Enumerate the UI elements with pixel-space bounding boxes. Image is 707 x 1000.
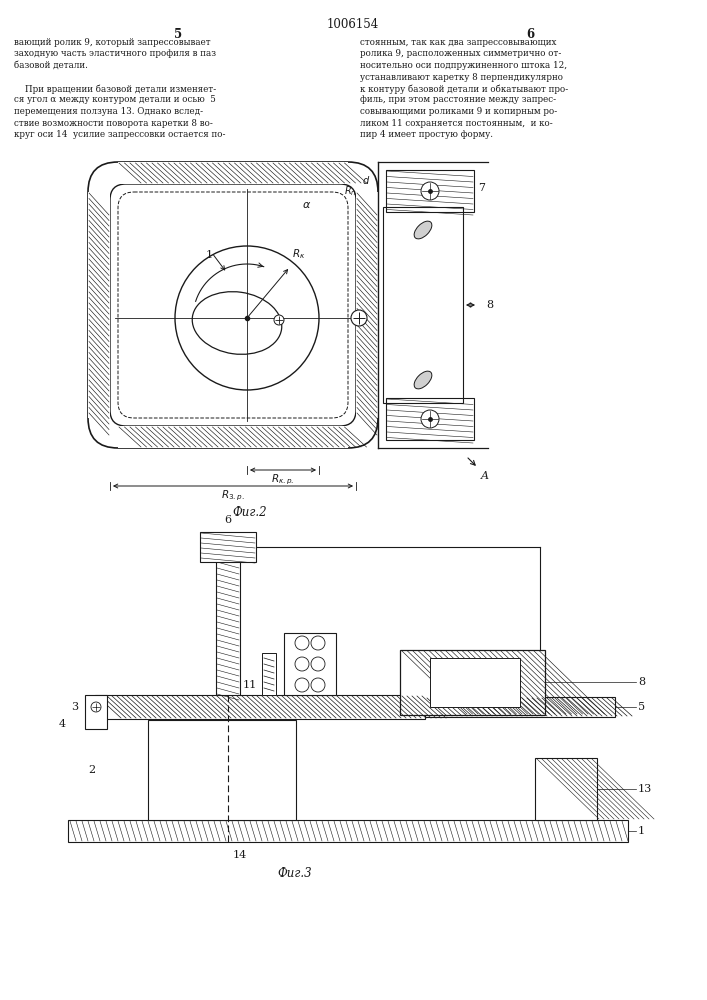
Text: 5: 5 (638, 702, 645, 712)
Text: При вращении базовой детали изменяет-: При вращении базовой детали изменяет- (14, 84, 216, 94)
Text: ликом 11 сохраняется постоянным,  и ко-: ликом 11 сохраняется постоянным, и ко- (360, 118, 553, 127)
Text: 7: 7 (478, 183, 485, 193)
Text: филь, при этом расстояние между запрес-: филь, при этом расстояние между запрес- (360, 96, 556, 104)
Circle shape (421, 182, 439, 200)
Circle shape (295, 636, 309, 650)
Bar (88, 192, 110, 418)
Text: 8: 8 (638, 677, 645, 687)
Text: $R_п$: $R_п$ (344, 184, 357, 198)
Bar (383, 207, 463, 403)
Circle shape (295, 657, 309, 671)
Text: A: A (481, 471, 489, 481)
Text: 10: 10 (458, 419, 472, 429)
Text: $R_{3.p.}$: $R_{3.p.}$ (221, 489, 245, 503)
Text: стоянным, так как два запрессовывающих: стоянным, так как два запрессовывающих (360, 38, 556, 47)
Text: 8: 8 (486, 300, 493, 310)
Bar (356, 192, 378, 418)
Bar (262, 653, 276, 695)
Text: 3: 3 (71, 702, 78, 712)
Text: совывающими роликами 9 и копирным ро-: совывающими роликами 9 и копирным ро- (360, 107, 557, 116)
Bar (118, 162, 348, 184)
Bar (95, 695, 425, 719)
Circle shape (311, 636, 325, 650)
Text: заходную часть эластичного профиля в паз: заходную часть эластичного профиля в паз (14, 49, 216, 58)
Text: 4: 4 (59, 719, 66, 729)
Text: 11: 11 (243, 680, 257, 690)
Text: круг оси 14  усилие запрессовки остается по-: круг оси 14 усилие запрессовки остается … (14, 130, 226, 139)
Text: 1: 1 (206, 250, 213, 260)
Text: 13: 13 (638, 784, 653, 794)
Text: вающий ролик 9, который запрессовывает: вающий ролик 9, который запрессовывает (14, 38, 211, 47)
Bar (425, 697, 615, 717)
Text: 5: 5 (174, 28, 182, 41)
Text: ролика 9, расположенных симметрично от-: ролика 9, расположенных симметрично от- (360, 49, 561, 58)
Text: 1: 1 (638, 826, 645, 836)
Bar (430, 658, 520, 707)
Bar (535, 758, 597, 820)
Bar (386, 170, 474, 212)
Bar (118, 426, 348, 448)
Bar (85, 695, 107, 729)
Text: базовой детали.: базовой детали. (14, 61, 88, 70)
Text: 12: 12 (303, 703, 317, 713)
Text: $R_{\kappa.p.}$: $R_{\kappa.p.}$ (271, 473, 295, 487)
FancyBboxPatch shape (88, 162, 378, 448)
Text: перемещения ползуна 13. Однако вслед-: перемещения ползуна 13. Однако вслед- (14, 107, 203, 116)
Text: $R_\kappa$: $R_\kappa$ (292, 247, 305, 261)
Text: 14: 14 (233, 850, 247, 860)
FancyBboxPatch shape (110, 184, 356, 426)
Text: $d$: $d$ (362, 174, 370, 186)
Text: Фиг.3: Фиг.3 (278, 867, 312, 880)
Bar (200, 532, 256, 562)
Text: 6: 6 (224, 515, 232, 525)
Text: 1006154: 1006154 (327, 18, 379, 31)
Text: к контуру базовой детали и обкатывают про-: к контуру базовой детали и обкатывают пр… (360, 84, 568, 94)
Bar (68, 820, 628, 842)
Circle shape (421, 410, 439, 428)
Circle shape (311, 678, 325, 692)
Text: ствие возможности поворота каретки 8 во-: ствие возможности поворота каретки 8 во- (14, 118, 213, 127)
Text: 2: 2 (88, 765, 95, 775)
Bar (386, 398, 474, 440)
Bar (148, 720, 296, 820)
Circle shape (274, 315, 284, 325)
Text: пир 4 имеет простую форму.: пир 4 имеет простую форму. (360, 130, 493, 139)
Bar (284, 633, 336, 695)
Circle shape (91, 702, 101, 712)
Circle shape (351, 310, 367, 326)
Text: ся угол α между контуром детали и осью  5: ся угол α между контуром детали и осью 5 (14, 96, 216, 104)
Circle shape (295, 678, 309, 692)
Text: $\alpha$: $\alpha$ (302, 200, 311, 210)
Text: Фиг.2: Фиг.2 (233, 506, 267, 519)
Ellipse shape (414, 371, 432, 389)
Ellipse shape (414, 221, 432, 239)
Text: устанавливают каретку 8 перпендикулярно: устанавливают каретку 8 перпендикулярно (360, 73, 563, 82)
Bar (400, 650, 545, 715)
Text: носительно оси подпружиненного штока 12,: носительно оси подпружиненного штока 12, (360, 61, 567, 70)
Circle shape (311, 657, 325, 671)
Text: 6: 6 (526, 28, 534, 41)
